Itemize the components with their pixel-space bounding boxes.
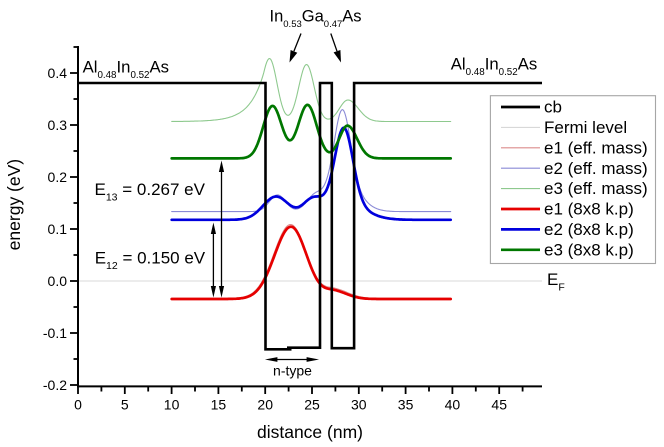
svg-text:cb: cb	[544, 98, 562, 117]
svg-text:Fermi level: Fermi level	[544, 118, 627, 137]
svg-text:energy (eV): energy (eV)	[4, 159, 24, 250]
svg-text:n-type: n-type	[273, 363, 312, 379]
svg-text:40: 40	[445, 397, 461, 413]
svg-text:Al0.48​In0.52​As: Al0.48​In0.52​As	[83, 58, 169, 82]
svg-text:45: 45	[491, 397, 507, 413]
svg-text:0.3: 0.3	[48, 117, 68, 133]
svg-text:E13​ = 0.267 eV: E13​ = 0.267 eV	[95, 180, 206, 204]
svg-text:e3 (eff. mass): e3 (eff. mass)	[544, 179, 648, 198]
svg-text:-0.2: -0.2	[43, 377, 67, 393]
svg-text:distance (nm): distance (nm)	[257, 422, 363, 442]
svg-text:0.4: 0.4	[48, 65, 68, 81]
svg-text:0.2: 0.2	[48, 169, 68, 185]
svg-text:In0.53​Ga0.47​As: In0.53​Ga0.47​As	[270, 7, 362, 30]
svg-text:0.1: 0.1	[48, 221, 68, 237]
svg-text:30: 30	[351, 397, 367, 413]
svg-text:E12​ = 0.150 eV: E12​ = 0.150 eV	[95, 249, 206, 273]
svg-text:Al0.48​In0.52​As: Al0.48​In0.52​As	[451, 55, 537, 79]
svg-text:e2 (8x8 k.p): e2 (8x8 k.p)	[544, 220, 634, 239]
svg-text:25: 25	[304, 397, 320, 413]
svg-text:e1 (eff. mass): e1 (eff. mass)	[544, 138, 648, 157]
svg-text:e3 (8x8 k.p): e3 (8x8 k.p)	[544, 240, 634, 259]
svg-text:-0.1: -0.1	[43, 325, 67, 341]
svg-text:10: 10	[164, 397, 180, 413]
svg-text:0.0: 0.0	[48, 273, 68, 289]
svg-text:EF​: EF​	[547, 270, 565, 294]
svg-text:20: 20	[257, 397, 273, 413]
svg-text:35: 35	[398, 397, 414, 413]
svg-text:e1 (8x8 k.p): e1 (8x8 k.p)	[544, 200, 634, 219]
svg-text:e2 (eff. mass): e2 (eff. mass)	[544, 159, 648, 178]
svg-text:15: 15	[211, 397, 227, 413]
svg-text:0: 0	[74, 397, 82, 413]
svg-text:5: 5	[121, 397, 129, 413]
